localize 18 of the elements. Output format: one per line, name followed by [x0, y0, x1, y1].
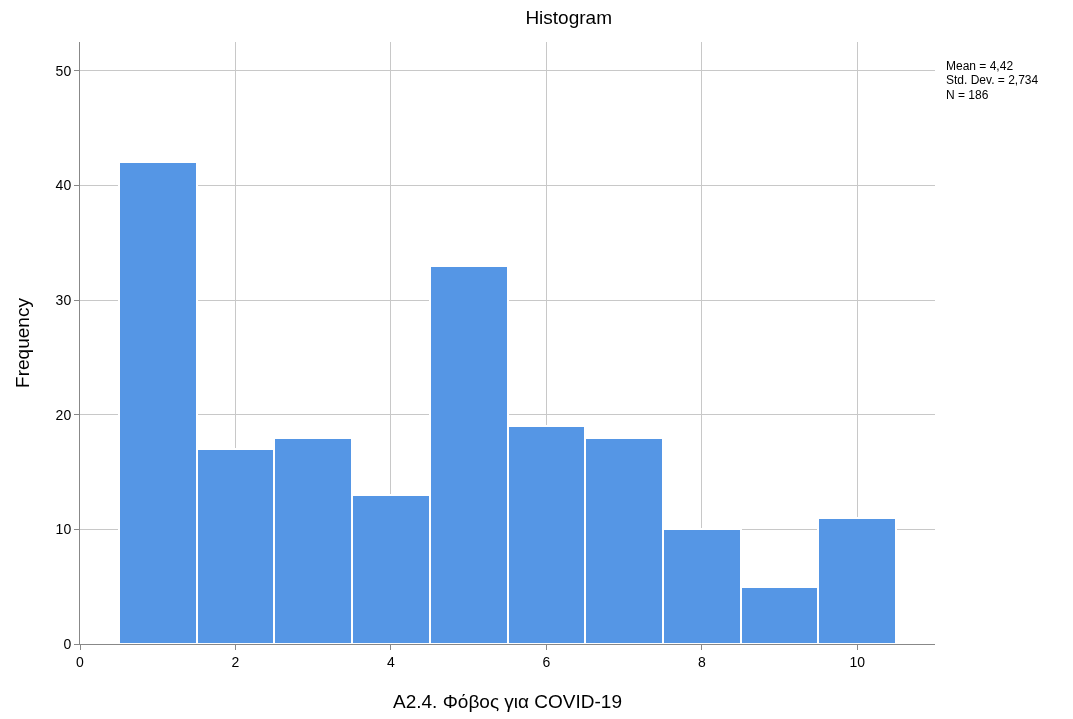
chart-title: Histogram	[525, 7, 612, 29]
x-tick-label: 0	[76, 653, 85, 670]
y-tick-label: 50	[55, 62, 72, 79]
text: Std. Dev. = 2,734	[946, 73, 1039, 87]
y-tick-label: 30	[55, 291, 72, 308]
x-tick-label: 6	[542, 653, 551, 670]
x-axis-title: A2.4. Φόβος για COVID-19	[393, 690, 622, 712]
y-tick-label: 20	[55, 406, 72, 423]
y-tick-label: 40	[55, 177, 72, 194]
y-tick-label: 0	[63, 635, 72, 652]
text: Mean = 4,42	[946, 59, 1014, 73]
x-tick-label: 4	[387, 653, 396, 670]
x-tick-label: 8	[697, 653, 706, 670]
y-axis-title: Frequency	[12, 297, 34, 388]
x-tick-label: 2	[231, 653, 240, 670]
y-tick-label: 10	[55, 521, 72, 538]
x-tick-label: 10	[849, 653, 866, 670]
text: N = 186	[946, 88, 989, 102]
